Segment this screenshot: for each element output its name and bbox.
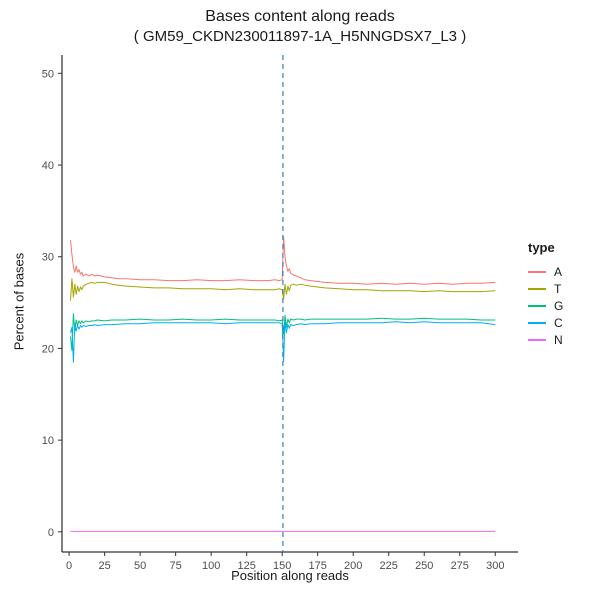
y-tick-label: 30 <box>42 252 54 264</box>
legend-label-T: T <box>554 281 562 296</box>
legend-item-T: T <box>528 280 598 297</box>
x-tick-label: 75 <box>170 560 182 572</box>
legend-label-A: A <box>554 264 563 279</box>
y-tick-label: 10 <box>42 435 54 447</box>
series-line-A <box>70 236 496 285</box>
x-tick-label: 225 <box>380 560 398 572</box>
legend-swatch-A <box>528 270 546 273</box>
chart-subtitle: ( GM59_CKDN230011897-1A_H5NNGDSX7_L3 ) <box>133 28 467 45</box>
x-axis-title: Position along reads <box>231 568 349 583</box>
legend-title: type <box>528 240 555 255</box>
x-tick-label: 300 <box>486 560 504 572</box>
x-tick-label: 275 <box>451 560 469 572</box>
y-tick-label: 40 <box>42 160 54 172</box>
legend-swatch-G <box>528 304 546 307</box>
y-tick-label: 50 <box>42 68 54 80</box>
series-line-C <box>70 320 496 363</box>
legend-swatch-C <box>528 321 546 324</box>
x-tick-label: 150 <box>273 560 291 572</box>
legend-swatch-N <box>528 338 546 341</box>
legend-item-A: A <box>528 263 598 280</box>
legend-label-G: G <box>554 298 564 313</box>
y-tick-label: 0 <box>48 527 54 539</box>
legend-label-N: N <box>554 332 563 347</box>
legend-label-C: C <box>554 315 563 330</box>
series-line-T <box>70 278 496 301</box>
legend-item-N: N <box>528 331 598 348</box>
legend: type A T G C N <box>528 240 598 348</box>
legend-swatch-T <box>528 287 546 290</box>
legend-item-G: G <box>528 297 598 314</box>
x-tick-label: 125 <box>237 560 255 572</box>
chart-title: Bases content along reads <box>205 8 395 25</box>
x-tick-label: 0 <box>66 560 72 572</box>
x-tick-label: 100 <box>202 560 220 572</box>
x-tick-label: 175 <box>309 560 327 572</box>
x-tick-label: 25 <box>98 560 110 572</box>
x-tick-label: 250 <box>415 560 433 572</box>
y-axis-title: Percent of bases <box>11 252 27 351</box>
x-tick-label: 200 <box>344 560 362 572</box>
series-line-G <box>70 313 496 351</box>
x-tick-label: 50 <box>134 560 146 572</box>
legend-item-C: C <box>528 314 598 331</box>
y-tick-label: 20 <box>42 343 54 355</box>
